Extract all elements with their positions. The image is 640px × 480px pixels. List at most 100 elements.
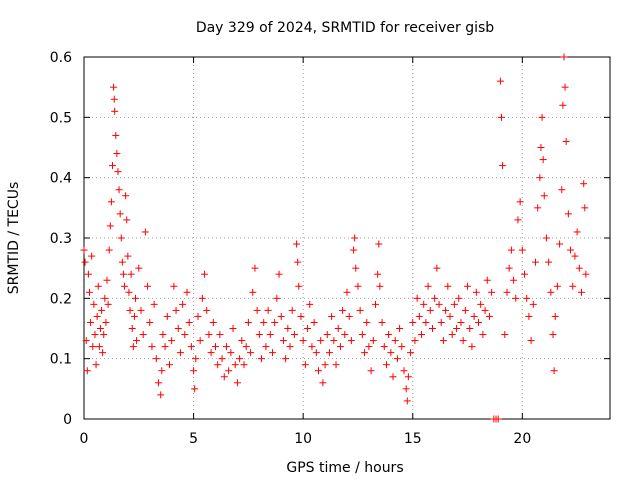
data-point: [323, 331, 331, 339]
data-point: [448, 331, 456, 339]
data-point: [562, 137, 570, 145]
data-point: [538, 113, 546, 121]
data-point: [128, 325, 136, 332]
data-point: [135, 264, 143, 272]
data-point: [301, 361, 309, 369]
data-point: [317, 337, 325, 345]
data-point: [433, 264, 441, 272]
x-tick-label: 5: [189, 431, 198, 447]
data-point: [236, 355, 244, 363]
data-point: [558, 186, 566, 194]
data-point: [161, 343, 169, 351]
data-point: [435, 300, 443, 308]
data-point: [158, 367, 166, 375]
data-point: [341, 331, 349, 339]
data-point: [110, 83, 118, 91]
data-point: [299, 337, 307, 345]
data-point: [268, 349, 276, 357]
data-point: [81, 258, 89, 266]
data-point: [343, 288, 351, 296]
data-point: [539, 156, 547, 164]
data-point: [537, 144, 545, 151]
data-point: [238, 337, 246, 345]
data-point: [116, 210, 124, 218]
data-point: [157, 391, 165, 399]
data-point: [466, 325, 474, 332]
data-point: [110, 95, 118, 103]
data-point: [107, 198, 115, 206]
data-point: [106, 222, 114, 230]
data-point: [501, 331, 509, 339]
data-point: [345, 312, 353, 320]
data-point: [479, 331, 487, 339]
data-point: [262, 343, 270, 351]
data-point: [332, 361, 340, 369]
data-point: [531, 258, 539, 266]
data-point: [518, 246, 526, 254]
data-point: [137, 306, 145, 314]
data-point: [325, 349, 333, 357]
data-point: [282, 355, 290, 363]
data-point: [488, 288, 496, 296]
data-point: [540, 192, 548, 200]
data-point: [144, 282, 152, 290]
data-point: [459, 337, 467, 345]
data-point: [450, 300, 458, 308]
data-point: [356, 306, 364, 314]
tick-layer: 0 0.1 0.2 0.3 0.4 0.5 0.6 0 5 10 15 20: [50, 50, 610, 447]
data-point: [475, 318, 482, 326]
data-point: [105, 246, 113, 254]
data-point: [163, 312, 171, 320]
data-point: [409, 318, 417, 326]
data-point: [391, 337, 399, 345]
data-point: [365, 343, 373, 351]
data-point: [275, 270, 283, 278]
data-point: [284, 325, 292, 332]
data-point: [295, 282, 303, 290]
data-point: [294, 258, 302, 266]
data-point: [114, 168, 122, 176]
data-point: [201, 270, 209, 278]
data-point: [411, 337, 419, 345]
data-point: [553, 282, 561, 290]
data-point: [516, 198, 524, 206]
grid-layer: [84, 57, 610, 419]
data-point: [407, 349, 415, 357]
data-point: [483, 276, 491, 284]
data-point: [352, 264, 360, 272]
data-point: [310, 318, 318, 326]
data-point: [350, 246, 358, 254]
data-point: [505, 264, 513, 272]
data-point: [573, 228, 581, 236]
data-point: [266, 331, 274, 339]
data-point: [84, 270, 92, 278]
data-point: [514, 216, 522, 224]
data-point: [185, 318, 193, 326]
data-point: [139, 331, 147, 339]
data-point: [115, 186, 123, 194]
data-point: [99, 349, 107, 357]
x-axis-label: GPS time / hours: [286, 460, 403, 476]
data-point: [104, 300, 112, 308]
data-point: [354, 282, 362, 290]
data-point: [129, 343, 137, 351]
data-point: [229, 325, 237, 332]
data-point: [542, 234, 550, 242]
data-point: [203, 306, 211, 314]
data-point: [126, 306, 134, 314]
data-point: [260, 318, 268, 326]
data-point: [369, 337, 377, 345]
y-tick-label: 0: [63, 412, 72, 428]
data-point: [179, 300, 187, 308]
data-point: [330, 337, 338, 345]
data-point: [152, 355, 160, 363]
data-point: [290, 331, 298, 339]
data-point: [286, 343, 294, 351]
data-point: [183, 288, 191, 296]
data-point: [222, 343, 230, 351]
data-point: [404, 373, 412, 381]
data-point: [464, 282, 472, 290]
data-point: [146, 318, 154, 326]
data-point: [499, 162, 507, 170]
data-point: [398, 343, 406, 351]
